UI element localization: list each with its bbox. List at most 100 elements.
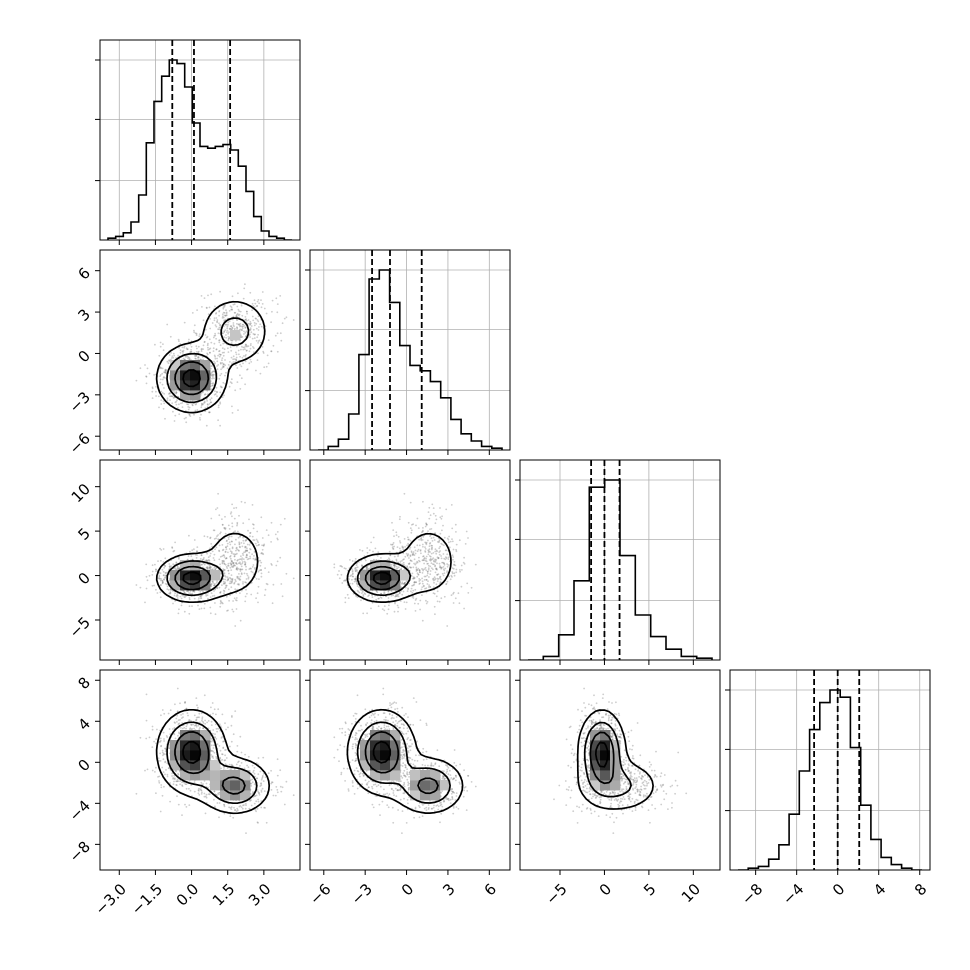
scatter-point	[226, 567, 229, 569]
scatter-point	[225, 336, 228, 339]
y-tick-label: 0	[75, 347, 94, 366]
scatter-point	[416, 550, 419, 553]
scatter-point	[198, 335, 201, 338]
scatter-point	[211, 580, 214, 583]
scatter-point	[414, 552, 417, 555]
scatter-point	[187, 590, 190, 592]
scatter-point	[223, 527, 226, 529]
scatter-point	[388, 604, 390, 607]
scatter-point	[231, 327, 234, 330]
scatter-point	[415, 562, 417, 565]
scatter-point	[262, 544, 265, 547]
scatter-point	[246, 549, 248, 552]
scatter-point	[231, 765, 234, 767]
scatter-point	[182, 349, 185, 352]
scatter-point	[161, 749, 164, 752]
scatter-point	[203, 340, 206, 343]
scatter-point	[215, 317, 218, 319]
scatter-point	[413, 581, 416, 584]
scatter-point	[407, 536, 409, 539]
scatter-point	[423, 568, 426, 570]
scatter-point	[207, 349, 210, 351]
scatter-point	[164, 368, 167, 371]
scatter-point	[233, 806, 235, 809]
scatter-point	[219, 602, 222, 605]
scatter-point	[235, 592, 238, 594]
scatter-point	[226, 539, 228, 542]
scatter-point	[163, 574, 165, 577]
scatter-point	[198, 712, 201, 715]
scatter-point	[188, 728, 191, 731]
scatter-point	[215, 581, 218, 584]
scatter-point	[429, 565, 432, 568]
density-cell	[180, 370, 191, 381]
scatter-point	[203, 795, 206, 798]
scatter-point	[236, 566, 238, 569]
scatter-point	[445, 557, 448, 560]
scatter-point	[458, 602, 461, 605]
scatter-point	[193, 354, 196, 357]
scatter-point	[233, 311, 236, 314]
scatter-point	[239, 570, 242, 572]
scatter-point	[225, 595, 228, 598]
scatter-point	[261, 544, 263, 547]
scatter-point	[405, 552, 408, 555]
scatter-point	[172, 602, 174, 605]
scatter-point	[340, 565, 343, 567]
scatter-point	[157, 757, 160, 760]
scatter-point	[356, 583, 359, 585]
scatter-point	[144, 769, 146, 772]
scatter-point	[214, 334, 217, 337]
scatter-point	[202, 558, 205, 561]
scatter-point	[276, 311, 279, 314]
scatter-point	[411, 591, 414, 594]
scatter-point	[176, 567, 179, 569]
scatter-point	[193, 329, 195, 332]
contour-level-3	[182, 368, 201, 388]
scatter-point	[276, 791, 279, 794]
scatter-point	[176, 780, 179, 782]
scatter-point	[270, 789, 273, 791]
scatter-point	[209, 327, 212, 330]
scatter-point	[217, 727, 220, 730]
scatter-point	[405, 580, 408, 583]
scatter-point	[234, 809, 237, 811]
scatter-point	[222, 589, 225, 592]
scatter-point	[237, 308, 240, 311]
scatter-point	[431, 544, 433, 547]
scatter-point	[436, 568, 438, 571]
scatter-point	[242, 325, 245, 328]
scatter-point	[421, 572, 424, 574]
scatter-point	[225, 557, 228, 560]
scatter-point	[402, 546, 405, 549]
scatter-point	[197, 350, 200, 353]
scatter-point	[417, 602, 420, 605]
scatter-point	[222, 747, 225, 749]
scatter-point	[200, 597, 203, 599]
scatter-point	[223, 759, 226, 762]
scatter-point	[229, 327, 232, 330]
scatter-point	[436, 573, 438, 576]
scatter-point	[203, 607, 206, 610]
scatter-point	[395, 595, 398, 597]
scatter-point	[192, 723, 195, 726]
scatter-point	[227, 565, 230, 567]
scatter-point	[455, 531, 457, 533]
scatter-point	[404, 586, 407, 589]
scatter-point	[213, 594, 216, 597]
scatter-point	[171, 395, 174, 398]
scatter-point	[433, 581, 435, 584]
scatter-point	[168, 565, 171, 568]
scatter-point	[180, 597, 183, 600]
scatter-point	[177, 338, 180, 341]
scatter-point	[336, 573, 339, 576]
scatter-point	[244, 563, 247, 566]
scatter-point	[247, 577, 250, 580]
scatter-point	[227, 609, 229, 612]
scatter-point	[213, 529, 216, 532]
scatter-point	[236, 381, 239, 383]
scatter-point	[193, 413, 195, 416]
scatter-point	[221, 332, 224, 335]
scatter-point	[178, 556, 180, 559]
scatter-point	[223, 562, 226, 565]
